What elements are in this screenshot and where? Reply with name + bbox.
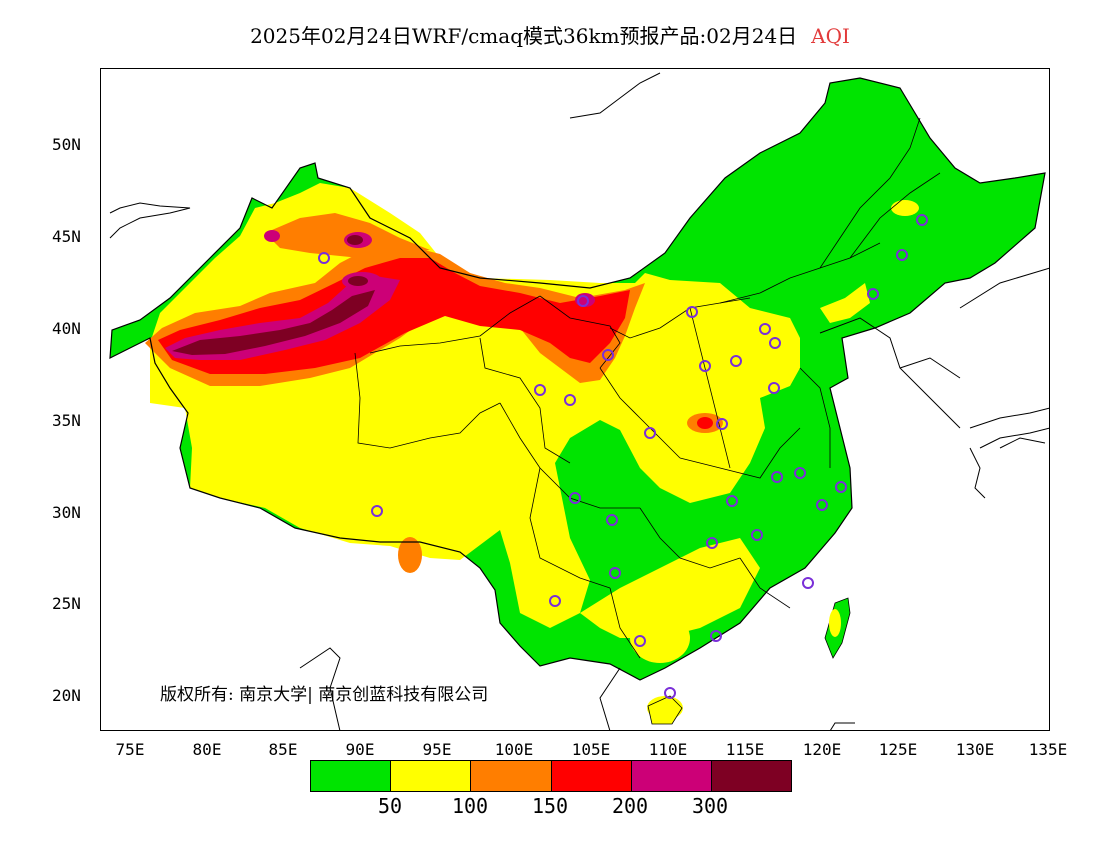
lon-label-75e: 75E	[115, 740, 145, 759]
region-yellow-south	[580, 538, 760, 638]
legend-label-200: 200	[611, 794, 649, 818]
map-title: 2025年02月24日WRF/cmaq模式36km预报产品:02月24日 AQI	[0, 20, 1100, 49]
legend-swatch-5	[711, 761, 792, 791]
map-area	[100, 68, 1050, 731]
station-markers	[318, 214, 928, 699]
neighbor-coastlines	[109, 72, 1050, 731]
lon-label-110e: 110E	[648, 740, 688, 759]
title-product: AQI	[811, 24, 850, 48]
title-main: 2025年02月24日WRF/cmaq模式36km预报产品:02月24日	[250, 24, 798, 48]
region-yellow-ne	[820, 283, 870, 323]
legend-swatch-0	[311, 761, 392, 791]
lon-label-80e: 80E	[192, 740, 222, 759]
lon-label-120e: 120E	[802, 740, 842, 759]
lat-label-35n: 35N	[52, 411, 81, 430]
legend-swatch-4	[631, 761, 712, 791]
color-legend	[310, 760, 792, 792]
lon-label-130e: 130E	[955, 740, 995, 759]
lon-label-85e: 85E	[268, 740, 298, 759]
aqi-map	[100, 68, 1050, 731]
lat-label-20n: 20N	[52, 686, 81, 705]
lat-label-40n: 40N	[52, 319, 81, 338]
province-borders	[354, 117, 941, 659]
lon-label-95e: 95E	[422, 740, 452, 759]
lon-label-135e: 135E	[1028, 740, 1068, 759]
lat-label-45n: 45N	[52, 227, 81, 246]
legend-swatch-2	[471, 761, 552, 791]
lon-label-105e: 105E	[571, 740, 611, 759]
lat-label-25n: 25N	[52, 594, 81, 613]
lat-label-30n: 30N	[52, 503, 81, 522]
lon-label-100e: 100E	[494, 740, 534, 759]
lat-label-50n: 50N	[52, 135, 81, 154]
china-outline	[109, 77, 1046, 681]
legend-label-150: 150	[531, 794, 569, 818]
legend-label-300: 300	[691, 794, 729, 818]
lon-label-125e: 125E	[878, 740, 918, 759]
copyright-text: 版权所有: 南京大学| 南京创蓝科技有限公司	[160, 685, 489, 705]
region-maroon	[172, 290, 375, 355]
legend-swatch-3	[551, 761, 632, 791]
legend-label-100: 100	[451, 794, 489, 818]
lon-label-90e: 90E	[345, 740, 375, 759]
legend-label-50: 50	[377, 794, 403, 818]
legend-swatch-1	[391, 761, 472, 791]
lon-label-115e: 115E	[725, 740, 765, 759]
